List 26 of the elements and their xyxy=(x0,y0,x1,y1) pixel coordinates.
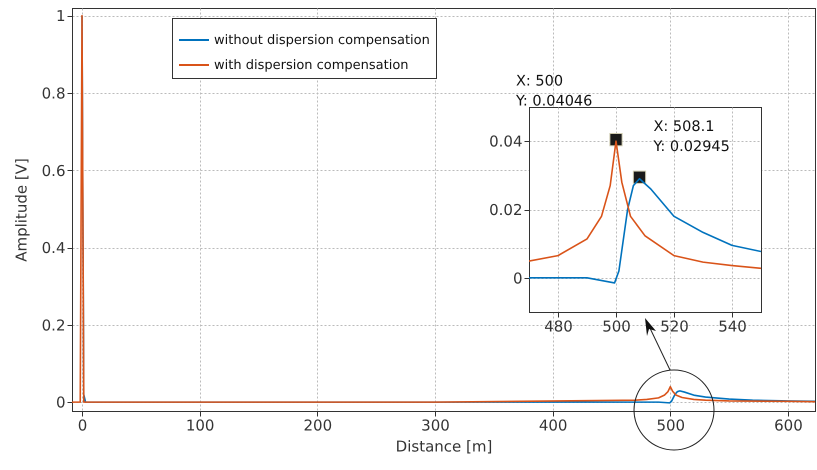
y-tick-label: 0 xyxy=(56,394,66,412)
x-tick-label: 0 xyxy=(78,416,88,434)
y-tick-label: 0.6 xyxy=(42,162,66,180)
x-tick-label: 400 xyxy=(538,416,568,434)
y-tick-label: 0.8 xyxy=(42,84,66,103)
y-tick-label: 0.04 xyxy=(489,132,522,151)
legend-label: without dispersion compensation xyxy=(214,33,430,48)
x-axis-title: Distance [m] xyxy=(396,438,492,456)
x-tick-label: 540 xyxy=(718,318,747,336)
y-tick-label: 0.4 xyxy=(42,239,66,258)
x-tick-label: 200 xyxy=(303,416,332,434)
annotation: X: 508.1 Y: 0.02945 xyxy=(652,119,730,156)
x-tick-label: 500 xyxy=(602,318,631,336)
x-tick-label: 480 xyxy=(544,318,573,336)
y-tick-label: 0.2 xyxy=(42,316,66,334)
legend-label: with dispersion compensation xyxy=(214,58,409,73)
y-axis-title: Amplitude [V] xyxy=(12,158,31,262)
x-tick-label: 600 xyxy=(774,416,803,434)
x-tick-label: 520 xyxy=(660,318,689,336)
x-tick-label: 300 xyxy=(421,416,450,434)
x-tick-label: 500 xyxy=(656,416,686,434)
y-tick-label: 0.02 xyxy=(489,201,522,219)
x-tick-label: 100 xyxy=(186,416,214,434)
annotation: X: 500 Y: 0.04046 xyxy=(515,74,592,110)
y-tick-label: 0 xyxy=(512,269,522,288)
y-tick-label: 1 xyxy=(56,7,66,26)
